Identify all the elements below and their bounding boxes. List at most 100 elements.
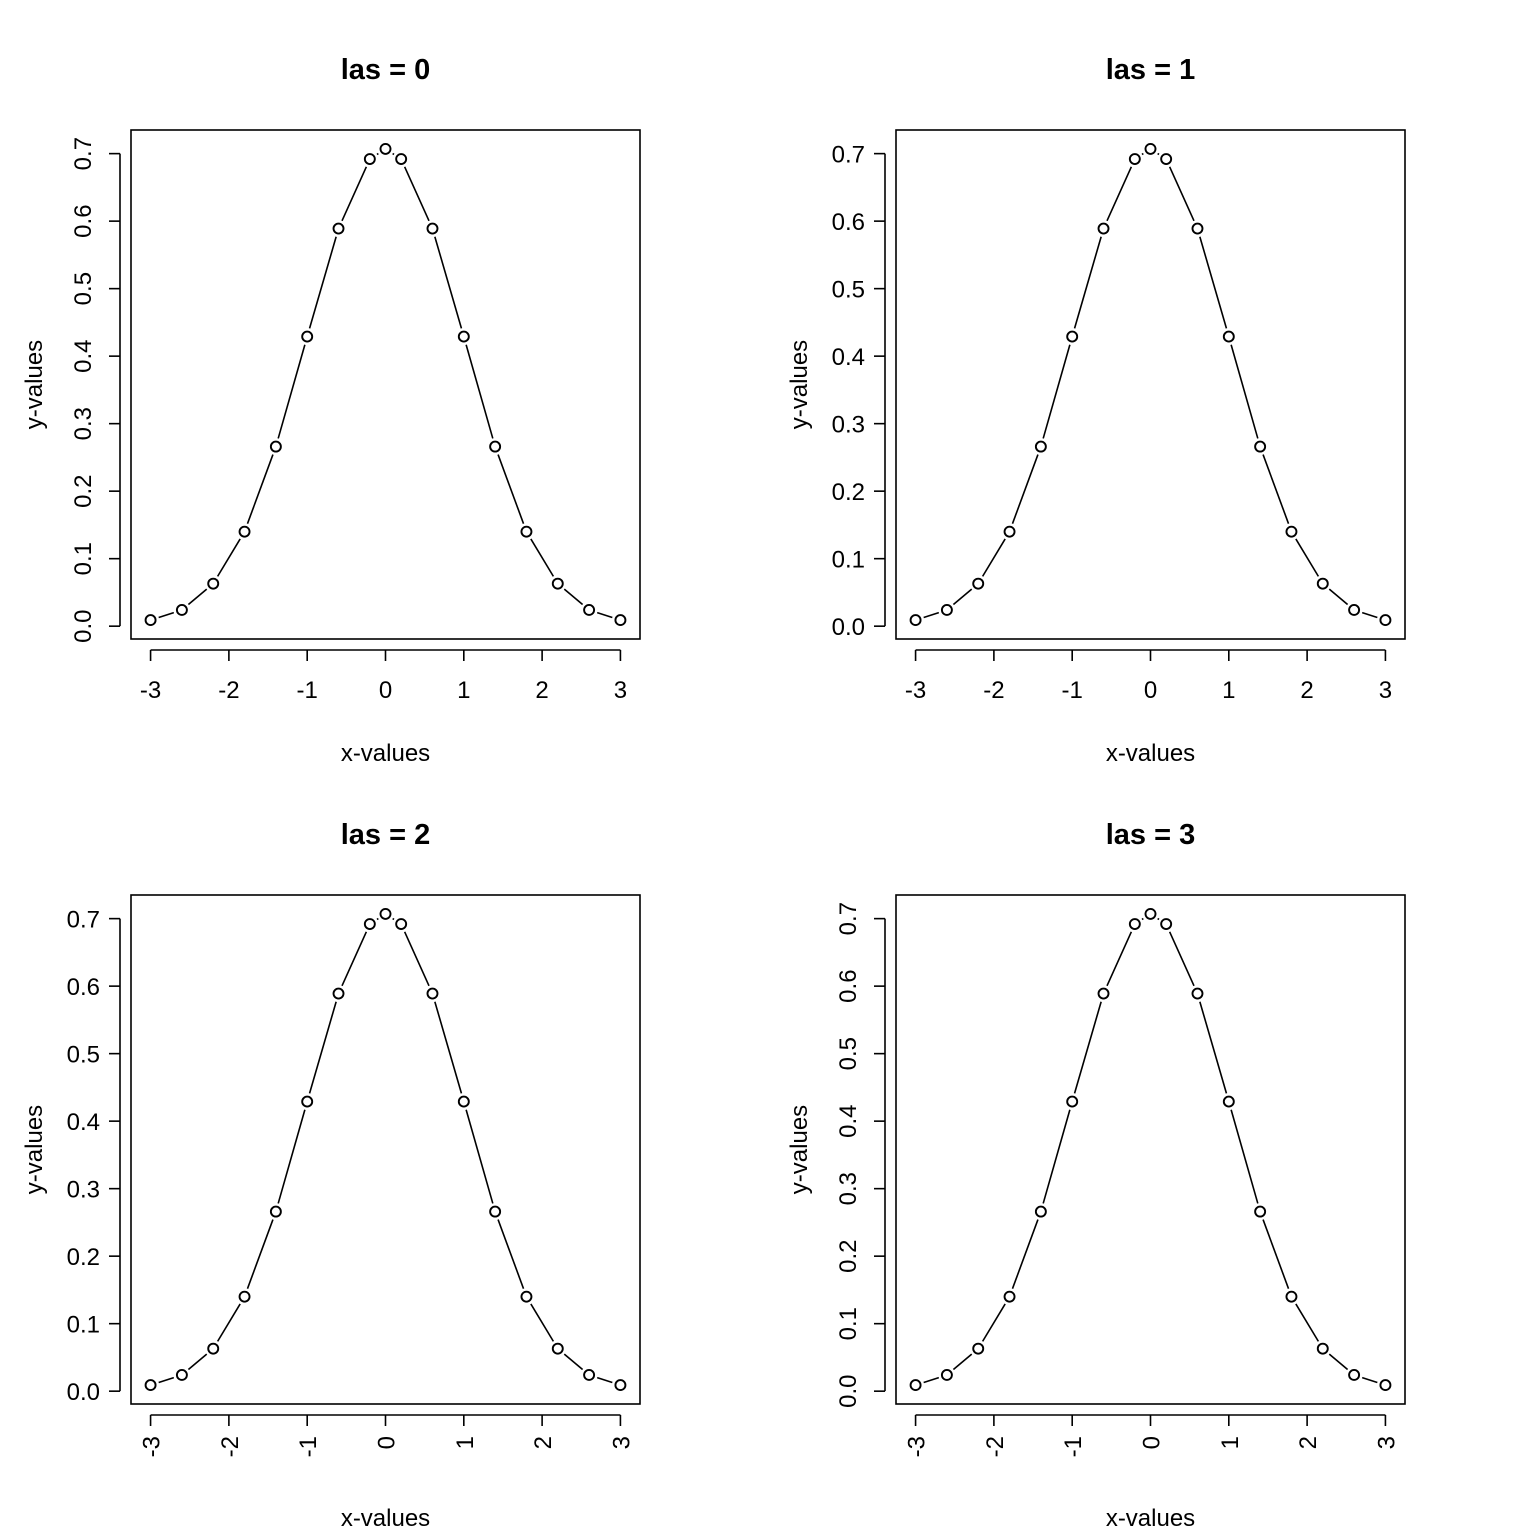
chart-title: las = 1 [1106, 54, 1196, 86]
series-segment [1168, 166, 1195, 222]
y-tick-label: 0.6 [835, 969, 862, 1002]
data-point [363, 153, 376, 165]
data-point [175, 604, 188, 616]
series-segment [1199, 1001, 1228, 1094]
series-segment [1328, 1353, 1349, 1371]
x-tick-label: 3 [614, 677, 627, 704]
y-tick-label: 0.0 [835, 1374, 862, 1407]
data-point [614, 1379, 627, 1392]
series-segment [187, 588, 208, 606]
x-tick-label: -1 [1062, 677, 1083, 704]
series-segment [158, 1376, 175, 1384]
series-segment [1295, 538, 1320, 577]
x-tick-label: -3 [904, 1436, 931, 1457]
series-segment [1168, 931, 1195, 987]
y-tick-label: 0.1 [835, 1307, 862, 1340]
x-axis-label: x-values [1106, 740, 1195, 767]
series-segment [376, 152, 379, 156]
x-tick-label: -3 [139, 1436, 166, 1457]
data-point [144, 614, 157, 627]
data-point [379, 907, 392, 920]
data-point [1222, 1095, 1235, 1108]
data-point [940, 1369, 953, 1381]
series-segment [1011, 1219, 1039, 1289]
series-segment [434, 1001, 463, 1094]
data-point [909, 1379, 922, 1392]
y-tick-label: 0.7 [67, 907, 100, 934]
series-segment [981, 538, 1006, 577]
data-point [1285, 1290, 1298, 1303]
x-tick-label: 2 [1295, 1436, 1322, 1449]
data-point [614, 614, 627, 627]
chart-title: las = 2 [341, 819, 431, 851]
x-tick-label: 2 [1300, 677, 1313, 704]
x-tick-label: -1 [297, 677, 318, 704]
series-segment [158, 611, 175, 619]
x-tick-label: 1 [452, 1436, 479, 1449]
series-segment [530, 538, 555, 577]
chart-panel-1: las = 1 -3 -2 -1 0 1 2 3 0.0 0.1 0.2 0.3 0.4 0.5 0.6 0.… [786, 54, 1406, 767]
y-tick-label: 0.5 [67, 1042, 100, 1069]
y-axis-label: y-values [786, 1105, 813, 1194]
data-point [1097, 222, 1110, 235]
y-tick-label: 0.7 [835, 902, 862, 935]
series-segment [1073, 236, 1102, 329]
data-point [426, 222, 439, 235]
data-point [489, 1205, 502, 1218]
plot-frame [895, 894, 1406, 1405]
data-point [583, 1369, 596, 1381]
series-segment [1011, 454, 1039, 524]
series-segment [434, 236, 463, 329]
series-segment [246, 454, 274, 524]
x-tick-label: -1 [1060, 1436, 1087, 1457]
data-point [1003, 525, 1016, 538]
series-segment [1106, 166, 1133, 222]
series-segment [341, 166, 368, 222]
series-segment [341, 931, 368, 987]
data-point [379, 142, 392, 155]
data-point [940, 604, 953, 616]
series-segment [216, 1303, 241, 1342]
series-segment [1157, 152, 1160, 156]
series-segment [1042, 344, 1071, 439]
data-point [1128, 918, 1141, 930]
data-point [426, 987, 439, 1000]
y-tick-label: 0.1 [67, 1312, 100, 1339]
series-segment [1361, 611, 1378, 619]
data-point [1316, 1342, 1329, 1355]
x-tick-label: -2 [217, 1436, 244, 1457]
y-tick-label: 0.0 [832, 614, 865, 641]
data-point [551, 1342, 564, 1355]
data-point [1379, 614, 1392, 627]
series-segment [530, 1303, 555, 1342]
y-tick-label: 0.4 [835, 1104, 862, 1137]
data-point [1191, 222, 1204, 235]
series-segment [1106, 931, 1133, 987]
x-tick-label: 0 [1144, 677, 1157, 704]
series-segment [497, 1219, 525, 1289]
y-tick-label: 0.6 [67, 974, 100, 1001]
data-point [972, 577, 985, 590]
series-segment [246, 1219, 274, 1289]
plot-frame [130, 894, 641, 1405]
data-point [1285, 525, 1298, 538]
y-tick-label: 0.1 [832, 547, 865, 574]
y-tick-label: 0.2 [835, 1239, 862, 1272]
data-point [1379, 1379, 1392, 1392]
chart-panel-2: las = 2 -3 -2 -1 0 1 2 3 0.0 0.1 0.2 0.3 0.4 0.5 0.6 0.… [21, 819, 641, 1532]
series-segment [216, 538, 241, 577]
series-segment [403, 166, 430, 222]
data-point [520, 1290, 533, 1303]
series-segment [465, 344, 494, 439]
series-segment [596, 611, 613, 619]
data-point [332, 987, 345, 1000]
plot-frame [130, 129, 641, 640]
y-tick-label: 0.6 [832, 209, 865, 236]
data-point [395, 153, 408, 165]
data-point [1097, 987, 1110, 1000]
series-segment [1157, 917, 1160, 921]
y-tick-label: 0.3 [70, 407, 97, 440]
x-tick-label: -3 [140, 677, 161, 704]
y-tick-label: 0.4 [70, 339, 97, 372]
